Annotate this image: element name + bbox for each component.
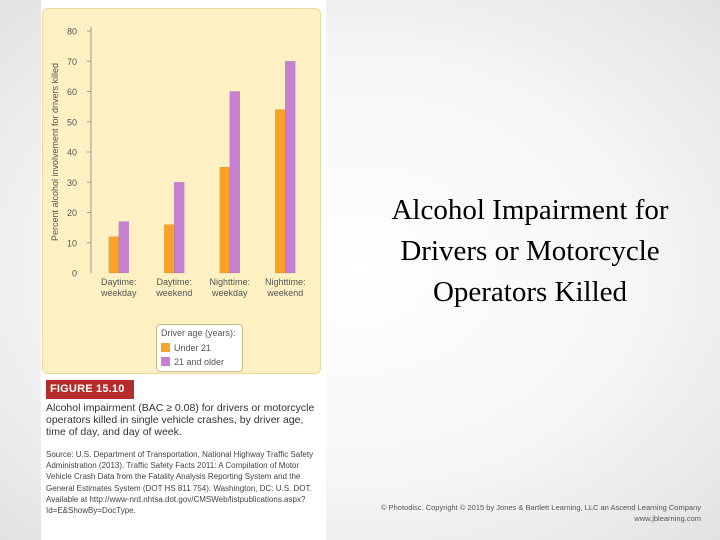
slide-title-line-1: Alcohol Impairment for: [391, 194, 669, 226]
x-category-label-2-line-1: Daytime:: [156, 277, 192, 287]
x-category-label-2-line-2: weekend: [155, 288, 192, 298]
copyright-line-1: © Photodisc. Copyright © 2015 by Jones &…: [381, 503, 701, 512]
y-tick-label-80: 80: [67, 27, 77, 37]
x-category-label-3-line-2: weekday: [211, 288, 248, 298]
copyright-notice: © Photodisc. Copyright © 2015 by Jones &…: [381, 503, 701, 524]
y-tick-label-70: 70: [67, 57, 77, 67]
x-category-label-1-line-1: Daytime:: [101, 277, 137, 287]
figure-source: Source: U.S. Department of Transportatio…: [46, 450, 314, 516]
y-tick-label-10: 10: [67, 238, 77, 248]
bar-chart: 0 10 20 30 40 50 60 70 80 Percent alcohol involve…: [50, 27, 306, 299]
y-tick-label-0: 0: [72, 269, 77, 279]
chart-legend: Driver age (years): Under 21 21 and olde…: [156, 324, 243, 372]
y-tick-label-30: 30: [67, 178, 77, 188]
legend-label-under-21: Under 21: [174, 342, 212, 353]
y-tick-label-60: 60: [67, 87, 77, 97]
figure-caption: Alcohol impairment (BAC ≥ 0.08) for driv…: [46, 402, 315, 438]
y-tick-label-50: 50: [67, 117, 77, 127]
y-tick-label-20: 20: [67, 208, 77, 218]
bar-under-21-4: [275, 109, 286, 274]
bar-under-21-3: [219, 166, 230, 274]
x-category-label-4-line-2: weekend: [266, 288, 303, 298]
legend-swatch-under-21: [161, 343, 170, 352]
y-axis-title: Percent alcohol involvement for drivers …: [50, 63, 60, 241]
legend-item-21-and-older: 21 and older: [161, 356, 224, 367]
slide-title: Alcohol Impairment for Drivers or Motorc…: [345, 190, 715, 313]
legend-title: Driver age (years):: [161, 328, 236, 338]
copyright-line-2: www.jblearning.com: [634, 513, 701, 523]
bar-21-and-older-4: [285, 61, 296, 274]
slide-title-line-3: Operators Killed: [432, 276, 628, 308]
legend-item-under-21: Under 21: [161, 342, 211, 353]
x-category-label-4-line-1: Nighttime:: [265, 277, 306, 287]
chart-panel: 0 10 20 30 40 50 60 70 80 Percent alcohol involve…: [42, 8, 321, 374]
legend-swatch-21-and-older: [161, 357, 170, 366]
x-category-label-1-line-2: weekday: [100, 288, 137, 298]
figure-label: FIGURE 15.10: [46, 380, 134, 399]
x-category-label-3-line-1: Nighttime:: [209, 277, 250, 287]
bar-21-and-older-2: [174, 182, 185, 274]
bar-under-21-2: [164, 224, 175, 274]
bar-under-21-1: [108, 236, 119, 274]
y-tick-label-40: 40: [67, 148, 77, 158]
bar-21-and-older-1: [118, 221, 129, 274]
legend-label-21-and-older: 21 and older: [174, 356, 225, 367]
bar-21-and-older-3: [229, 91, 240, 274]
figure-image: 0 10 20 30 40 50 60 70 80 Percent alcohol involve…: [41, 0, 326, 540]
slide-title-line-2: Drivers or Motorcycle: [400, 235, 660, 267]
